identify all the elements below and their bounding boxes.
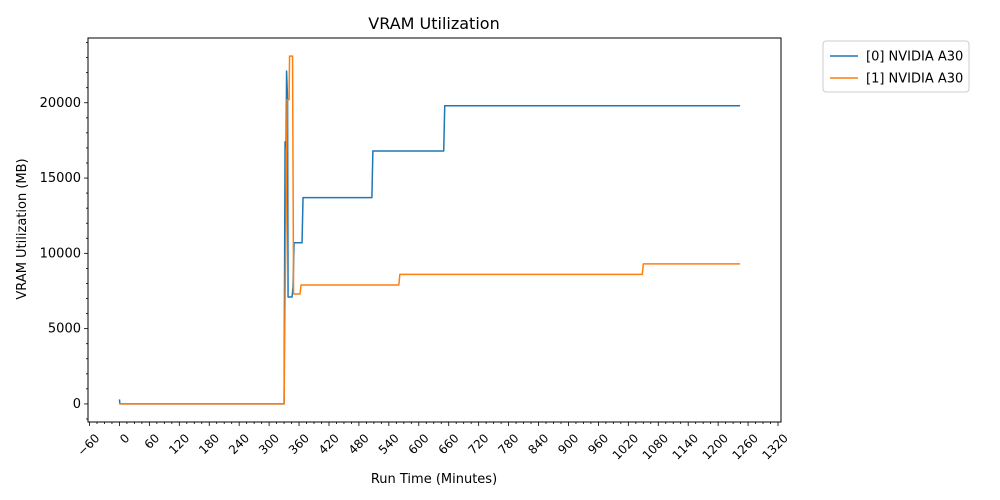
y-tick-label: 20000 [40,96,81,111]
y-tick-label: 5000 [48,322,81,337]
legend-label-0: [0] NVIDIA A30 [866,50,963,65]
legend-label-1: [1] NVIDIA A30 [866,72,963,87]
legend: [0] NVIDIA A30 [1] NVIDIA A30 [822,40,970,93]
y-axis: 0 5000 10000 15000 20000 [40,42,88,420]
chart-title: VRAM Utilization [368,14,499,33]
y-tick-label: 0 [73,397,81,412]
legend-frame [822,40,970,93]
y-tick-label: 15000 [40,171,81,186]
y-tick-label: 10000 [40,246,81,261]
series-line-0 [118,70,741,405]
plot-lines [118,55,741,405]
plot-area-frame [87,37,782,423]
series-line-1 [119,55,741,405]
x-axis-label: Run Time (Minutes) [371,472,497,487]
y-axis-label: VRAM Utilization (MB) [15,158,30,299]
